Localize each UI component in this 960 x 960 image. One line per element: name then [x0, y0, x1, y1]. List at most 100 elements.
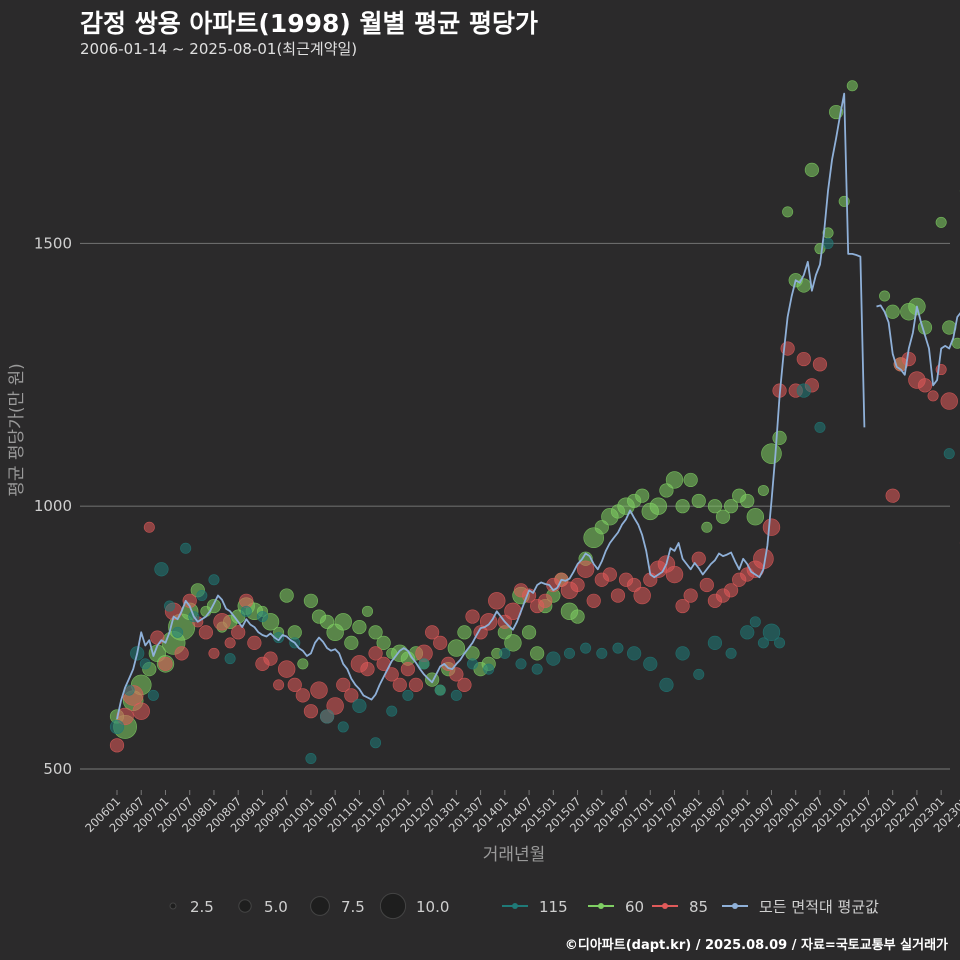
point-115 — [757, 637, 769, 649]
legend-dot-swatch — [732, 903, 738, 909]
axes: 평균 평당가(만 원) 거래년월 50010001500200601200607… — [7, 234, 960, 865]
point-85 — [691, 551, 706, 566]
point-115 — [370, 737, 382, 749]
point-60 — [683, 472, 698, 488]
point-115 — [643, 656, 658, 671]
point-115 — [822, 237, 834, 249]
point-85 — [433, 635, 448, 650]
point-115 — [612, 642, 624, 654]
point-60 — [885, 304, 900, 319]
legend-dot-swatch — [512, 903, 518, 909]
point-115 — [627, 646, 642, 661]
point-115 — [434, 684, 446, 696]
point-85 — [295, 688, 310, 703]
point-60 — [701, 521, 713, 533]
legend-size-swatch — [238, 899, 252, 913]
point-85 — [570, 577, 585, 593]
point-115 — [240, 605, 252, 617]
point-85 — [683, 588, 698, 603]
point-60 — [297, 658, 309, 670]
legend-size-label: 10.0 — [416, 898, 449, 916]
point-60 — [707, 499, 723, 514]
data-points — [109, 80, 960, 764]
point-85 — [109, 738, 125, 753]
point-115 — [154, 562, 169, 577]
point-115 — [814, 421, 826, 433]
legend-series-label: 115 — [539, 898, 568, 916]
chart-title: 감정 쌍용 아파트(1998) 월별 평균 평당가 — [80, 9, 538, 38]
point-85 — [132, 702, 150, 720]
legend-size-label: 5.0 — [264, 898, 288, 916]
point-60 — [715, 509, 731, 524]
point-115 — [180, 542, 192, 554]
point-115 — [256, 611, 268, 623]
point-60 — [846, 80, 858, 92]
point-60 — [504, 634, 522, 652]
point-60 — [361, 605, 373, 617]
point-85 — [310, 681, 328, 699]
point-85 — [263, 651, 278, 666]
point-60 — [782, 206, 794, 218]
y-tick-label: 500 — [43, 760, 72, 778]
average-line — [876, 304, 960, 387]
point-60 — [457, 625, 472, 640]
point-85 — [408, 677, 424, 692]
point-60 — [675, 499, 690, 514]
point-85 — [901, 351, 916, 367]
point-85 — [303, 704, 319, 719]
point-60 — [447, 639, 466, 657]
point-115 — [319, 709, 335, 724]
legend-series-label: 모든 면적대 평균값 — [759, 898, 879, 916]
point-85 — [441, 656, 456, 671]
point-85 — [287, 677, 302, 692]
point-60 — [376, 635, 391, 650]
legend-size-label: 2.5 — [190, 898, 214, 916]
point-85 — [247, 635, 262, 650]
point-115 — [450, 689, 462, 701]
point-115 — [467, 658, 479, 670]
legend-series-label: 60 — [625, 898, 644, 916]
point-115 — [774, 637, 786, 649]
point-60 — [772, 430, 787, 445]
grid-lines — [80, 242, 950, 770]
chart-subtitle: 2006-01-14 ~ 2025-08-01(최근계약일) — [80, 40, 358, 58]
point-115 — [740, 625, 755, 640]
point-115 — [596, 647, 608, 659]
point-85 — [917, 378, 933, 393]
point-115 — [749, 616, 761, 628]
point-85 — [224, 637, 236, 649]
point-115 — [483, 663, 495, 675]
average-line — [116, 92, 866, 720]
point-85 — [143, 521, 155, 533]
point-85 — [762, 518, 781, 536]
point-115 — [147, 689, 159, 701]
point-115 — [563, 647, 575, 659]
point-115 — [164, 600, 176, 612]
point-60 — [761, 443, 782, 464]
point-60 — [746, 508, 765, 526]
point-60 — [530, 646, 545, 661]
point-60 — [635, 488, 650, 503]
point-115 — [675, 646, 690, 661]
point-85 — [150, 630, 165, 645]
point-115 — [515, 658, 527, 670]
point-85 — [158, 656, 173, 671]
point-115 — [109, 719, 125, 735]
point-85 — [360, 662, 375, 677]
point-85 — [368, 646, 383, 661]
point-85 — [675, 598, 690, 614]
y-tick-label: 1000 — [34, 497, 72, 515]
point-60 — [287, 625, 302, 640]
point-115 — [172, 626, 184, 638]
point-115 — [531, 663, 543, 675]
y-axis-label: 평균 평당가(만 원) — [7, 363, 27, 497]
point-115 — [208, 574, 220, 586]
point-115 — [659, 677, 674, 692]
point-85 — [723, 583, 739, 598]
point-85 — [940, 392, 958, 410]
average-line-layer — [116, 92, 960, 720]
point-85 — [231, 625, 246, 640]
point-60 — [740, 493, 755, 509]
point-115 — [305, 752, 317, 764]
point-85 — [277, 660, 296, 678]
